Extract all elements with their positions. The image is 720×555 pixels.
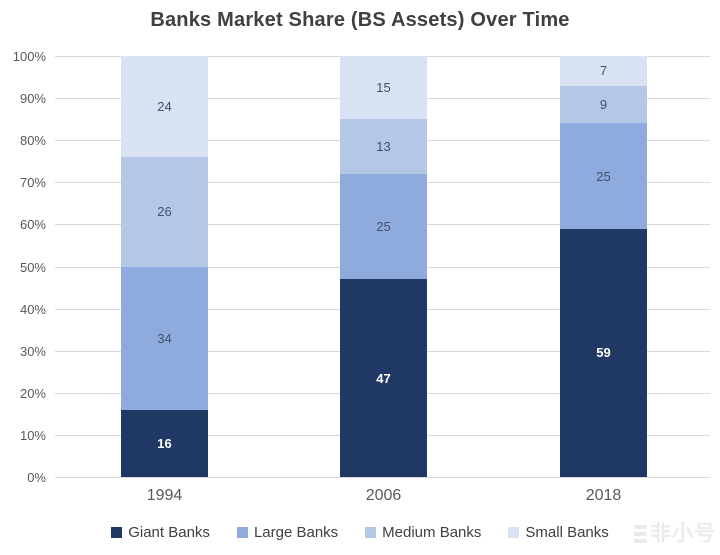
y-axis-tick-label: 20% xyxy=(19,385,46,401)
legend-swatch-icon xyxy=(111,527,123,538)
feixiaohao-watermark: 非小号 xyxy=(634,521,716,547)
legend-item-medium-banks: Medium Banks xyxy=(365,524,481,541)
data-label: 24 xyxy=(157,99,172,115)
x-axis-label-2018: 2018 xyxy=(585,487,622,504)
bar-2018: 59 25 9 7 xyxy=(560,56,647,477)
data-label: 13 xyxy=(376,139,391,155)
x-axis-label-1994: 1994 xyxy=(146,487,183,504)
segment-small-banks-2018: 7 xyxy=(560,56,647,86)
segment-giant-banks-1994: 16 xyxy=(121,409,208,477)
y-axis-tick-label: 50% xyxy=(19,259,46,275)
y-axis-tick-label: 100% xyxy=(12,49,46,64)
legend-swatch-icon xyxy=(508,527,520,538)
y-axis-tick-label: 30% xyxy=(19,343,46,359)
chart-title: Banks Market Share (BS Assets) Over Time xyxy=(150,9,570,31)
segment-giant-banks-2006: 47 xyxy=(340,279,427,477)
data-label: 25 xyxy=(376,219,391,235)
segment-small-banks-2006: 15 xyxy=(340,56,427,120)
bar-1994: 16 34 26 24 xyxy=(121,56,208,477)
legend-item-giant-banks: Giant Banks xyxy=(111,524,210,541)
watermark-text: 非小号 xyxy=(650,522,716,545)
data-label: 25 xyxy=(596,168,611,184)
legend-label: Large Banks xyxy=(253,524,339,541)
data-label: 26 xyxy=(157,204,172,220)
data-label: 34 xyxy=(157,330,172,346)
segment-large-banks-2018: 25 xyxy=(560,123,647,229)
segment-medium-banks-2006: 13 xyxy=(340,119,427,174)
data-label: 59 xyxy=(596,345,611,361)
x-axis-label-2006: 2006 xyxy=(365,487,402,504)
data-label: 47 xyxy=(376,370,391,386)
y-axis-tick-label: 60% xyxy=(19,217,46,233)
data-label: 9 xyxy=(599,96,608,112)
segment-small-banks-1994: 24 xyxy=(121,56,208,158)
y-axis-tick-label: 0% xyxy=(27,470,46,485)
chart-legend: Giant Banks Large Banks Medium Banks Small … xyxy=(0,524,720,541)
gridline-0% xyxy=(55,477,710,478)
segment-medium-banks-2018: 9 xyxy=(560,85,647,124)
bar-2006: 47 25 13 15 xyxy=(340,56,427,477)
legend-label: Medium Banks xyxy=(382,524,482,541)
legend-item-small-banks: Small Banks xyxy=(508,524,609,541)
legend-label: Small Banks xyxy=(525,524,609,541)
watermark-logo-icon xyxy=(634,525,647,543)
y-axis-tick-label: 90% xyxy=(19,91,46,107)
data-label: 15 xyxy=(376,80,391,96)
segment-large-banks-1994: 34 xyxy=(121,266,208,410)
segment-giant-banks-2018: 59 xyxy=(560,228,647,477)
y-axis-tick-label: 10% xyxy=(19,427,46,443)
segment-medium-banks-1994: 26 xyxy=(121,157,208,267)
legend-item-large-banks: Large Banks xyxy=(236,524,339,541)
y-axis-tick-label: 40% xyxy=(19,301,46,317)
legend-swatch-icon xyxy=(236,527,248,538)
segment-large-banks-2006: 25 xyxy=(340,173,427,280)
data-label: 7 xyxy=(599,63,608,79)
y-axis-tick-label: 80% xyxy=(19,133,46,149)
legend-swatch-icon xyxy=(365,527,377,538)
y-axis-tick-label: 70% xyxy=(19,175,46,191)
legend-label: Giant Banks xyxy=(128,524,210,541)
data-label: 16 xyxy=(157,435,172,451)
